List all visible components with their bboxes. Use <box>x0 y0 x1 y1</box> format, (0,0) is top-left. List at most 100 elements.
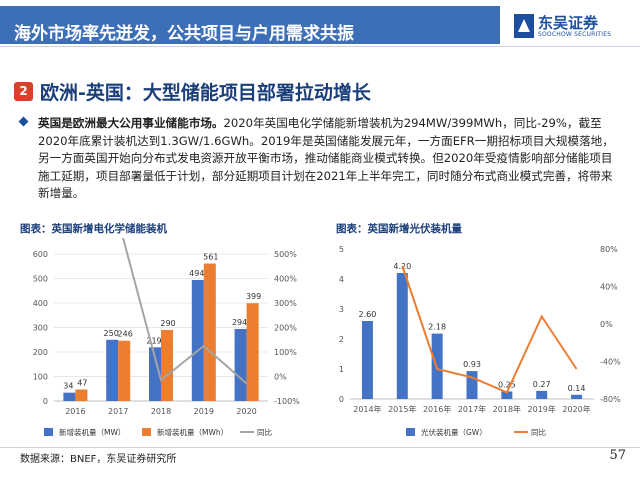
y2-tick-label: 0% <box>600 320 613 329</box>
data-label: 294 <box>232 318 247 327</box>
data-label: 2.18 <box>428 323 446 332</box>
x-tick-label: 2019 <box>194 407 214 416</box>
x-tick-label: 2017年 <box>458 404 486 414</box>
line-series-yoy <box>122 238 248 385</box>
chart2-title: 图表：英国新增光伏装机量 <box>336 223 462 235</box>
chart-uk-pv: 012345-80%-40%0%40%80%2014年2.602015年4.20… <box>339 245 621 437</box>
legend-swatch <box>142 428 151 436</box>
y-tick-label: 0 <box>43 397 48 406</box>
y-tick-label: 200 <box>33 348 48 357</box>
bar-series-1 <box>63 392 76 401</box>
legend-label: 光伏装机量（GW） <box>421 427 487 437</box>
legend-label: 同比 <box>257 427 272 437</box>
y-tick-label: 100 <box>33 373 48 382</box>
bar-series-2 <box>203 263 216 401</box>
x-tick-label: 2019年 <box>528 404 556 414</box>
header-bar: 海外市场率先迸发，公共项目与户用需求共振 <box>0 6 500 44</box>
bar-series-1 <box>361 321 373 399</box>
section-number-badge: 2 <box>14 82 33 101</box>
legend-swatch <box>44 428 53 436</box>
body-paragraph: 英国是欧洲最大公用事业储能市场。2020年英国电化学储能新增装机为294MW/3… <box>38 115 620 203</box>
logo-mark-icon <box>514 14 534 38</box>
y-tick-label: 300 <box>33 324 48 333</box>
legend-label: 新增装机量（MW） <box>59 427 125 437</box>
y2-tick-label: -40% <box>600 358 621 367</box>
footer-divider <box>0 447 640 448</box>
bar-series-1 <box>466 371 478 399</box>
y2-tick-label: 100% <box>274 348 297 357</box>
x-tick-label: 2015年 <box>388 404 416 414</box>
data-source: 数据来源：BNEF，东吴证券研究所 <box>20 454 177 465</box>
section-title: 欧洲-英国：大型储能项目部署拉动增长 <box>40 82 371 104</box>
y2-tick-label: -100% <box>274 397 300 406</box>
bar-series-2 <box>118 340 131 401</box>
y2-tick-label: -80% <box>600 395 621 404</box>
x-tick-label: 2017 <box>108 407 128 416</box>
data-label: 0.25 <box>498 381 516 390</box>
logo-subtext: SOOCHOW SECURITIES <box>538 31 612 38</box>
y2-tick-label: 80% <box>600 245 618 254</box>
x-tick-label: 2018 <box>151 407 171 416</box>
y-tick-label: 4 <box>339 275 344 284</box>
bar-series-2 <box>246 303 259 401</box>
bar-series-1 <box>571 394 583 399</box>
data-label: 34 <box>63 382 73 391</box>
page-title: 海外市场率先迸发，公共项目与户用需求共振 <box>14 24 354 44</box>
y-tick-label: 600 <box>33 250 48 259</box>
y-tick-label: 1 <box>339 365 344 374</box>
data-label: 250 <box>104 329 119 338</box>
data-label: 494 <box>189 269 204 278</box>
data-label: 0.14 <box>568 384 586 393</box>
bar-series-1 <box>536 390 548 399</box>
y-tick-label: 2 <box>339 335 344 344</box>
bar-series-1 <box>234 328 247 401</box>
y2-tick-label: 200% <box>274 324 297 333</box>
company-logo: 东吴证券 SOOCHOW SECURITIES <box>514 12 632 42</box>
x-tick-label: 2014年 <box>353 404 381 414</box>
page-number: 57 <box>609 448 626 463</box>
chart1-title: 图表：英国新增电化学储能装机 <box>20 223 167 235</box>
legend-label: 新增装机量（MWh） <box>157 427 228 437</box>
y2-tick-label: 40% <box>600 283 618 292</box>
logo-text: 东吴证券 <box>538 14 599 32</box>
bar-series-2 <box>161 329 173 401</box>
data-label: 0.93 <box>463 360 481 369</box>
y-tick-label: 3 <box>339 305 344 314</box>
y-tick-label: 5 <box>339 245 344 254</box>
bar-series-1 <box>501 391 513 399</box>
y2-tick-label: 400% <box>274 275 297 284</box>
data-label: 0.27 <box>533 380 551 389</box>
legend-swatch <box>406 428 415 436</box>
y-tick-label: 400 <box>33 299 48 308</box>
header-divider <box>0 46 640 47</box>
y2-tick-label: 500% <box>274 250 297 259</box>
y2-tick-label: 300% <box>274 299 297 308</box>
y2-tick-label: 0% <box>274 373 287 382</box>
bar-series-2 <box>75 389 88 401</box>
x-tick-label: 2018年 <box>493 404 521 414</box>
data-label: 2.60 <box>359 310 377 319</box>
bar-series-1 <box>106 339 119 401</box>
x-tick-label: 2016年 <box>423 404 451 414</box>
y-tick-label: 500 <box>33 275 48 284</box>
y-tick-label: 0 <box>339 395 344 404</box>
data-label: 246 <box>118 330 133 339</box>
data-label: 47 <box>77 378 87 387</box>
chart-uk-storage: 0 100 200 300 400 500 600 -100% 0% 100% 200% 300% 40… <box>33 238 300 437</box>
x-tick-label: 2016 <box>65 407 85 416</box>
x-tick-label: 2020 <box>236 407 256 416</box>
data-label: 561 <box>203 253 218 262</box>
header: 海外市场率先迸发，公共项目与户用需求共振 东吴证券 SOOCHOW SECURI… <box>0 0 640 44</box>
data-label: 219 <box>146 336 161 345</box>
paragraph-lead: 英国是欧洲最大公用事业储能市场。 <box>38 116 224 130</box>
data-label: 399 <box>246 292 261 301</box>
data-label: 290 <box>160 319 175 328</box>
paragraph-body: 2020年英国电化学储能新增装机为294MW/399MWh，同比-29%，截至2… <box>38 116 614 201</box>
bar-series-1 <box>149 347 161 401</box>
x-tick-label: 2020年 <box>562 404 590 414</box>
bar-series-1 <box>396 273 408 399</box>
bullet-diamond-icon <box>18 116 29 127</box>
legend-label: 同比 <box>531 427 546 437</box>
section-heading: 2 欧洲-英国：大型储能项目部署拉动增长 <box>14 78 474 106</box>
line-series-yoy <box>401 265 578 394</box>
